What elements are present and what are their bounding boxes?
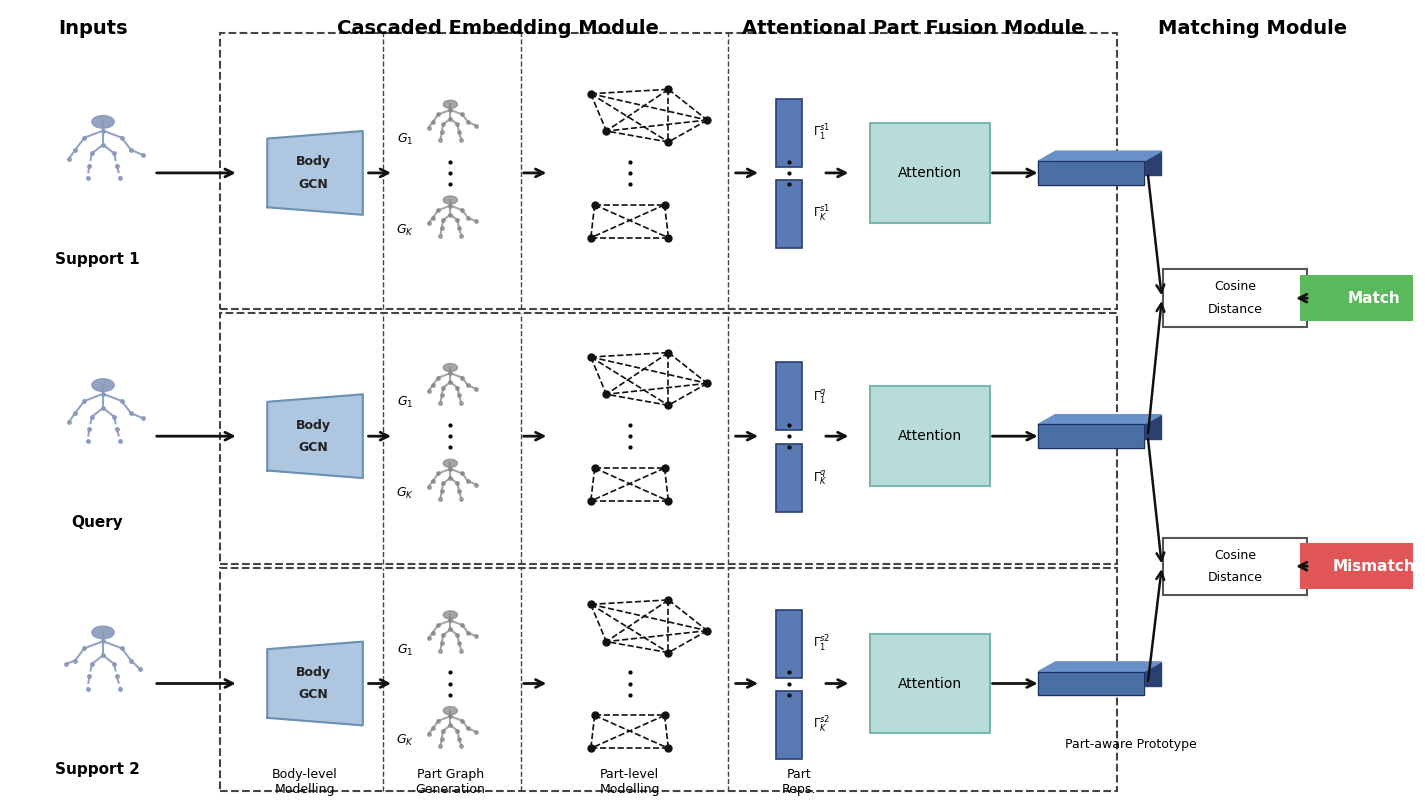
- Text: $G_K$: $G_K$: [396, 486, 413, 501]
- FancyBboxPatch shape: [1300, 544, 1425, 589]
- FancyBboxPatch shape: [777, 691, 802, 759]
- Text: Distance: Distance: [1208, 303, 1263, 316]
- Text: $G_1$: $G_1$: [398, 642, 413, 658]
- Text: Match: Match: [1347, 291, 1399, 306]
- FancyBboxPatch shape: [777, 362, 802, 430]
- Text: Attention: Attention: [898, 429, 962, 443]
- Text: Cascaded Embedding Module: Cascaded Embedding Module: [338, 19, 660, 38]
- Text: Body: Body: [296, 666, 331, 678]
- Text: Support 1: Support 1: [56, 252, 140, 267]
- FancyBboxPatch shape: [1163, 537, 1307, 595]
- Polygon shape: [1039, 161, 1144, 185]
- Circle shape: [443, 611, 457, 619]
- Text: $\Gamma_{K}^{q}$: $\Gamma_{K}^{q}$: [814, 468, 828, 487]
- Text: $G_1$: $G_1$: [398, 395, 413, 410]
- Text: Attention: Attention: [898, 677, 962, 690]
- Polygon shape: [1056, 415, 1161, 439]
- FancyBboxPatch shape: [871, 123, 990, 223]
- Text: $\Gamma_{K}^{s2}$: $\Gamma_{K}^{s2}$: [814, 715, 831, 735]
- Text: Cosine: Cosine: [1214, 549, 1257, 562]
- Polygon shape: [1056, 662, 1161, 686]
- Circle shape: [91, 379, 114, 392]
- Text: GCN: GCN: [298, 178, 328, 191]
- Polygon shape: [268, 131, 363, 215]
- Polygon shape: [268, 642, 363, 726]
- Text: Mismatch: Mismatch: [1332, 559, 1415, 574]
- FancyBboxPatch shape: [871, 634, 990, 734]
- Polygon shape: [1039, 662, 1161, 671]
- Text: $G_1$: $G_1$: [398, 132, 413, 147]
- Text: Inputs: Inputs: [58, 19, 127, 38]
- FancyBboxPatch shape: [777, 610, 802, 678]
- Text: Cosine: Cosine: [1214, 280, 1257, 293]
- Polygon shape: [268, 394, 363, 478]
- Text: Part
Reps.: Part Reps.: [782, 767, 817, 795]
- Text: Part-level
Modelling: Part-level Modelling: [600, 767, 660, 795]
- FancyBboxPatch shape: [777, 99, 802, 167]
- Circle shape: [91, 115, 114, 128]
- Text: $\Gamma_{K}^{s1}$: $\Gamma_{K}^{s1}$: [814, 204, 831, 224]
- Circle shape: [443, 706, 457, 714]
- Circle shape: [443, 100, 457, 108]
- Polygon shape: [1039, 415, 1161, 425]
- Text: Attentional Part Fusion Module: Attentional Part Fusion Module: [742, 19, 1084, 38]
- FancyBboxPatch shape: [1300, 276, 1425, 321]
- Text: Body: Body: [296, 155, 331, 168]
- Text: Distance: Distance: [1208, 571, 1263, 584]
- Text: Body: Body: [296, 418, 331, 432]
- FancyBboxPatch shape: [871, 386, 990, 486]
- FancyBboxPatch shape: [1163, 269, 1307, 327]
- Text: $G_K$: $G_K$: [396, 734, 413, 748]
- Circle shape: [443, 196, 457, 204]
- Polygon shape: [1039, 425, 1144, 448]
- Text: GCN: GCN: [298, 441, 328, 454]
- FancyBboxPatch shape: [777, 444, 802, 512]
- Text: Attention: Attention: [898, 166, 962, 180]
- Polygon shape: [1039, 151, 1161, 161]
- Text: GCN: GCN: [298, 688, 328, 701]
- Text: $G_K$: $G_K$: [396, 223, 413, 238]
- FancyBboxPatch shape: [777, 180, 802, 248]
- Circle shape: [443, 459, 457, 467]
- Text: Body-level
Modelling: Body-level Modelling: [272, 767, 338, 795]
- Text: $\Gamma_{1}^{s1}$: $\Gamma_{1}^{s1}$: [814, 123, 831, 143]
- Text: Support 2: Support 2: [56, 763, 140, 777]
- Circle shape: [443, 364, 457, 372]
- Text: Query: Query: [71, 515, 124, 529]
- Text: Matching Module: Matching Module: [1157, 19, 1347, 38]
- Polygon shape: [1056, 151, 1161, 175]
- Polygon shape: [1039, 671, 1144, 695]
- Text: Part Graph
Generation: Part Graph Generation: [416, 767, 486, 795]
- Text: $\Gamma_{1}^{q}$: $\Gamma_{1}^{q}$: [814, 387, 826, 406]
- Circle shape: [91, 626, 114, 638]
- Text: Part-aware Prototype: Part-aware Prototype: [1064, 739, 1197, 751]
- Text: $\Gamma_{1}^{s2}$: $\Gamma_{1}^{s2}$: [814, 634, 831, 654]
